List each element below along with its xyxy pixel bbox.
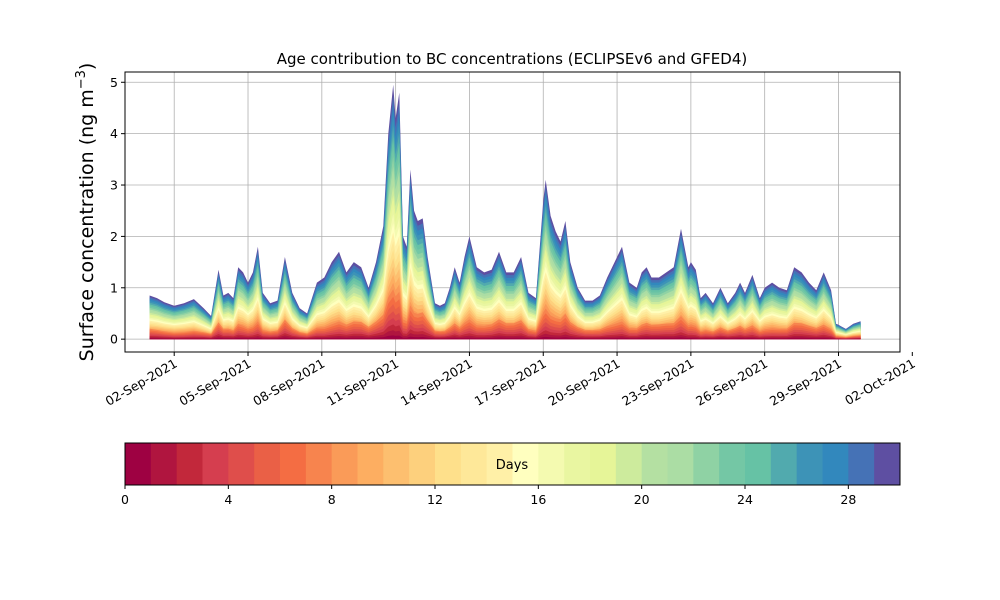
colorbar-bin-13 <box>460 443 488 485</box>
colorbar-bin-20 <box>641 443 668 485</box>
colorbar-bin-7 <box>305 443 333 485</box>
age-bin-area-1 <box>149 330 861 340</box>
colorbar-bin-2 <box>176 443 203 485</box>
plot-frame <box>124 71 901 353</box>
x-tick-label: 29-Sep-2021 <box>767 356 844 409</box>
x-tick-label: 26-Sep-2021 <box>693 356 770 409</box>
x-tick-label: 02-Sep-2021 <box>103 356 180 409</box>
y-tick-label: 0 <box>110 332 118 347</box>
colorbar-tick-label: 24 <box>737 492 753 507</box>
x-tick-label: 08-Sep-2021 <box>250 356 327 409</box>
y-axis: 0 1 2 3 4 5 <box>110 75 125 347</box>
x-tick-label: 14-Sep-2021 <box>398 356 475 409</box>
y-axis-label-superscript: −3 <box>74 70 89 89</box>
colorbar-bin-25 <box>770 443 798 485</box>
colorbar-bin-4 <box>228 443 255 485</box>
age-bin-area-0 <box>149 335 861 340</box>
x-tick-label: 23-Sep-2021 <box>619 356 696 409</box>
colorbar-bin-1 <box>150 443 178 485</box>
x-tick-label: 05-Sep-2021 <box>176 356 253 409</box>
colorbar-bin-8 <box>331 443 358 485</box>
y-tick-label: 2 <box>110 229 118 244</box>
colorbar-bin-12 <box>435 443 462 485</box>
colorbar-tick-label: 8 <box>328 492 336 507</box>
colorbar-bin-27 <box>822 443 849 485</box>
colorbar-bin-15 <box>512 443 539 485</box>
colorbar-tick-label: 4 <box>224 492 232 507</box>
y-tick-label: 1 <box>110 280 118 295</box>
colorbar-bin-6 <box>280 443 307 485</box>
y-axis-label-close: ) <box>76 63 98 70</box>
colorbar-ticks: 0 4 8 12 16 20 24 28 <box>121 485 856 507</box>
x-tick-label: 02-Oct-2021 <box>842 356 918 408</box>
y-tick-label: 4 <box>110 126 118 141</box>
y-axis-label-main: Surface concentration (ng m <box>76 89 98 361</box>
colorbar-bin-19 <box>615 443 643 485</box>
colorbar-bin-14 <box>486 443 513 485</box>
colorbar-bin-24 <box>745 443 772 485</box>
stacked-area-series <box>149 84 861 340</box>
colorbar-bin-21 <box>667 443 694 485</box>
colorbar-frame <box>124 442 901 486</box>
colorbar-bin-29 <box>874 443 901 485</box>
y-tick-label: 5 <box>110 75 118 90</box>
colorbar-bin-26 <box>796 443 823 485</box>
colorbar-bin-9 <box>357 443 384 485</box>
x-tick-label: 20-Sep-2021 <box>546 356 623 409</box>
x-tick-label: 11-Sep-2021 <box>324 356 401 409</box>
colorbar-bin-28 <box>848 443 875 485</box>
colorbar-tick-label: 0 <box>121 492 129 507</box>
colorbar-bin-18 <box>590 443 617 485</box>
colorbar-bin-11 <box>409 443 436 485</box>
colorbar <box>125 443 901 485</box>
colorbar-bin-22 <box>693 443 720 485</box>
colorbar-bin-23 <box>719 443 746 485</box>
colorbar-bin-0 <box>125 443 152 485</box>
colorbar-label: Days <box>496 458 529 473</box>
colorbar-bin-10 <box>383 443 410 485</box>
colorbar-tick-label: 12 <box>427 492 443 507</box>
colorbar-bin-5 <box>254 443 281 485</box>
colorbar-bin-17 <box>564 443 591 485</box>
y-tick-label: 3 <box>110 178 118 193</box>
x-axis: 02-Sep-202105-Sep-202108-Sep-202111-Sep-… <box>103 352 918 409</box>
colorbar-tick-label: 20 <box>634 492 650 507</box>
colorbar-tick-label: 16 <box>530 492 546 507</box>
colorbar-tick-label: 28 <box>840 492 856 507</box>
y-axis-label: Surface concentration (ng m−3) <box>74 63 98 362</box>
x-tick-label: 17-Sep-2021 <box>472 356 549 409</box>
chart-title: Age contribution to BC concentrations (E… <box>277 50 748 68</box>
colorbar-bin-16 <box>538 443 565 485</box>
colorbar-bin-3 <box>202 443 229 485</box>
